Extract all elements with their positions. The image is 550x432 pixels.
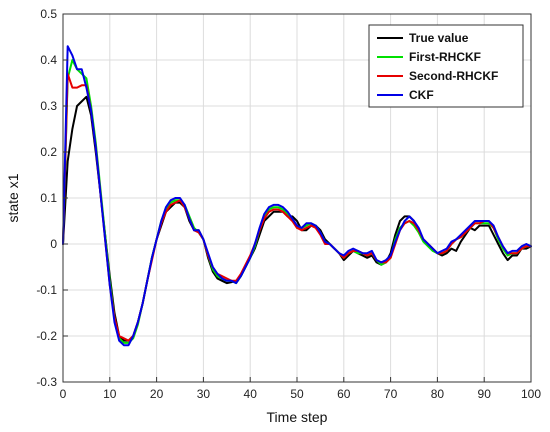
legend-entry-label: True value <box>409 31 469 45</box>
x-tick-label: 70 <box>384 387 398 401</box>
x-tick-label: 50 <box>290 387 304 401</box>
x-tick-label: 90 <box>478 387 492 401</box>
y-axis-label: state x1 <box>5 173 21 222</box>
x-tick-label: 60 <box>337 387 351 401</box>
y-tick-label: -0.3 <box>36 375 57 389</box>
y-tick-label: -0.2 <box>36 329 57 343</box>
legend: True value First-RHCKF Second-RHCKF CKF <box>368 24 524 108</box>
y-tick-label: 0.5 <box>40 7 57 21</box>
x-tick-label: 40 <box>244 387 258 401</box>
legend-entry-label: First-RHCKF <box>409 50 481 64</box>
x-tick-label: 20 <box>150 387 164 401</box>
x-axis-ticks: 0 10 20 30 40 50 60 70 80 90 100 <box>60 377 541 401</box>
legend-entry-label: Second-RHCKF <box>409 69 498 83</box>
series-line-ckf <box>62 45 532 347</box>
y-tick-label: 0.1 <box>40 191 57 205</box>
y-tick-label: 0.2 <box>40 145 57 159</box>
y-tick-label: -0.1 <box>36 283 57 297</box>
series-lines <box>62 45 532 347</box>
y-tick-label: 0.4 <box>40 53 57 67</box>
x-tick-label: 30 <box>197 387 211 401</box>
x-tick-label: 100 <box>521 387 541 401</box>
y-tick-label: 0.3 <box>40 99 57 113</box>
y-tick-label: 0 <box>50 237 57 251</box>
x-tick-label: 10 <box>103 387 117 401</box>
legend-entry-label: CKF <box>409 88 434 102</box>
y-axis-ticks: -0.3 -0.2 -0.1 0 0.1 0.2 0.3 0.4 0.5 <box>36 7 68 389</box>
x-tick-label: 0 <box>60 387 67 401</box>
x-tick-label: 80 <box>431 387 445 401</box>
x-axis-label: Time step <box>267 409 328 425</box>
